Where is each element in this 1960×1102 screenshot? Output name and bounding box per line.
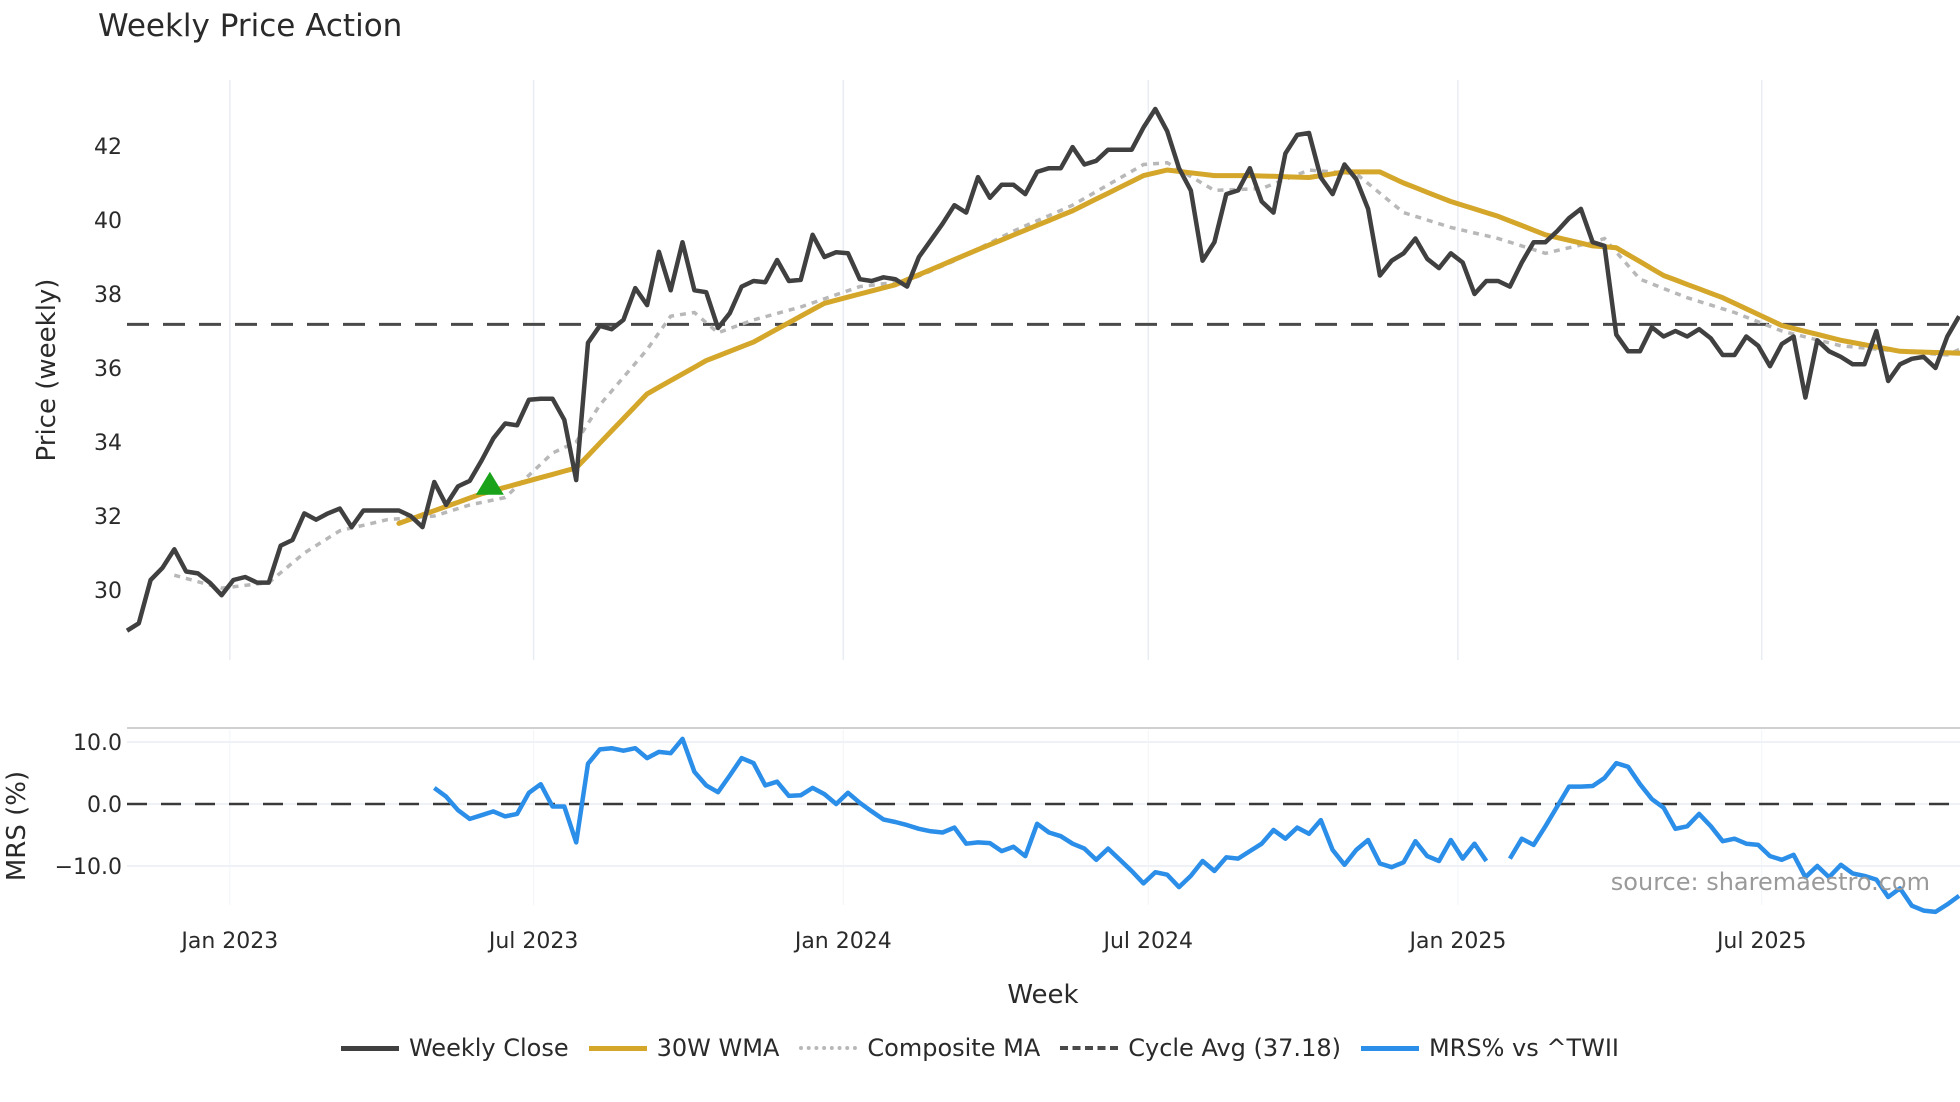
chart-title: Weekly Price Action (98, 8, 403, 44)
price-y-tick-label: 30 (94, 579, 122, 604)
cycle-avg-swatch-icon (1060, 1046, 1119, 1050)
price-y-tick-label: 32 (94, 505, 122, 530)
x-tick-label: Jan 2025 (1407, 929, 1506, 954)
price-y-axis-ticks: 30 32 34 36 38 40 42 (94, 135, 122, 604)
legend-item-cycle-avg[interactable]: Cycle Avg (37.18) (1060, 1034, 1341, 1062)
legend-item-mrs[interactable]: MRS% vs ^TWII (1360, 1034, 1620, 1062)
source-watermark: source: sharemaestro.com (1611, 868, 1930, 896)
wma-30w-line (396, 167, 1960, 526)
price-y-tick-label: 36 (94, 357, 122, 382)
x-axis-ticks: Jan 2023 Jul 2023 Jan 2024 Jul 2024 Jan 2025… (179, 929, 1806, 954)
legend: Weekly Close 30W WMA Composite MA Cycle … (0, 1034, 1960, 1062)
x-tick-label: Jan 2023 (179, 929, 278, 954)
legend-label: 30W WMA (656, 1034, 780, 1062)
legend-label: MRS% vs ^TWII (1428, 1034, 1620, 1062)
price-y-tick-label: 40 (94, 209, 122, 234)
price-gridlines (229, 80, 1763, 660)
legend-item-weekly-close[interactable]: Weekly Close (340, 1034, 569, 1062)
composite-ma-swatch-icon (799, 1046, 858, 1050)
mrs-y-tick-label: 10.0 (73, 731, 122, 756)
mrs-line (432, 736, 1960, 915)
mrs-swatch-icon (1360, 1045, 1419, 1051)
price-y-tick-label: 34 (94, 431, 122, 456)
buy-signal-triangle-icon (475, 471, 504, 495)
mrs-y-tick-label: 0.0 (87, 793, 122, 818)
price-y-tick-label: 38 (94, 283, 122, 308)
x-tick-label: Jul 2024 (1101, 929, 1193, 954)
x-axis-title: Week (1007, 980, 1078, 1010)
price-y-tick-label: 42 (94, 135, 122, 160)
price-y-axis-title: Price (weekly) (32, 279, 62, 462)
legend-item-composite-ma[interactable]: Composite MA (799, 1034, 1040, 1062)
legend-item-wma[interactable]: 30W WMA (588, 1034, 780, 1062)
x-tick-label: Jan 2024 (793, 929, 892, 954)
composite-ma-line (173, 160, 1960, 590)
mrs-y-axis-title: MRS (%) (2, 771, 32, 881)
wma-swatch-icon (588, 1045, 647, 1051)
legend-label: Cycle Avg (37.18) (1128, 1034, 1341, 1062)
x-tick-label: Jul 2023 (487, 929, 579, 954)
mrs-y-tick-label: −10.0 (55, 855, 122, 880)
mrs-y-axis-ticks: 10.0 0.0 −10.0 (55, 731, 122, 880)
weekly-close-line (125, 106, 1960, 633)
mrs-gridlines (127, 730, 1960, 905)
legend-label: Composite MA (867, 1034, 1041, 1062)
weekly-close-swatch-icon (340, 1045, 399, 1051)
x-tick-label: Jul 2025 (1715, 929, 1807, 954)
legend-label: Weekly Close (408, 1034, 569, 1062)
